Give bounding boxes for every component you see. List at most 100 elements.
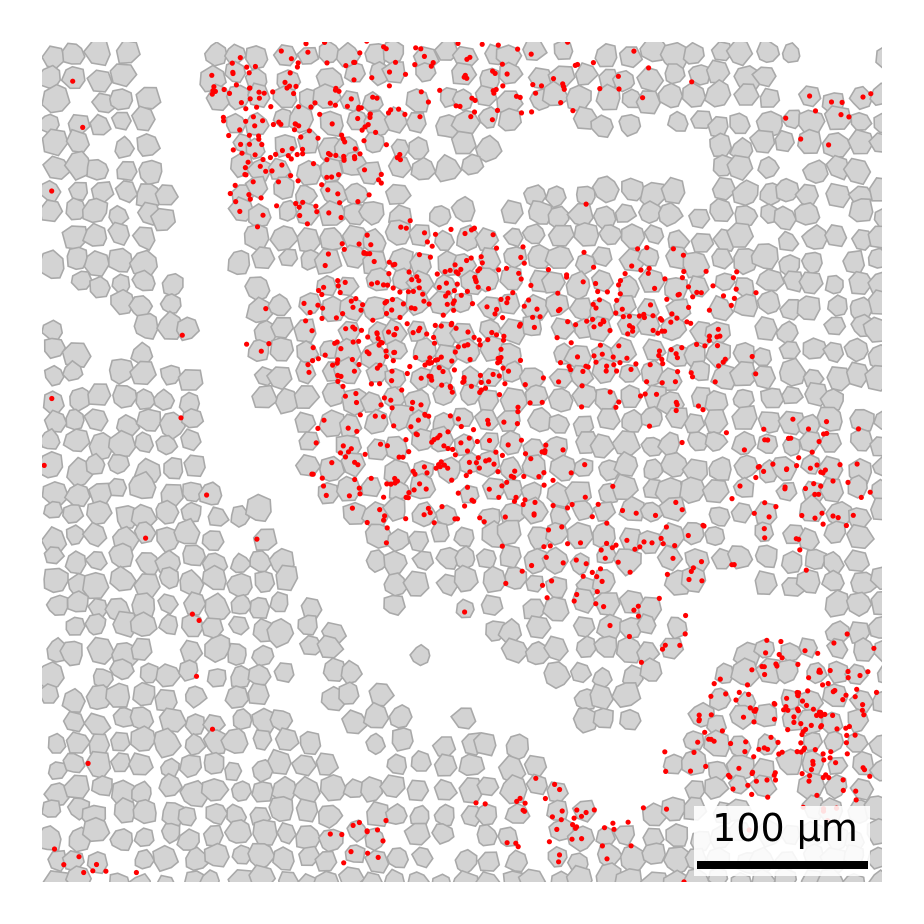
- transcript-spot: [628, 366, 634, 372]
- cell-polygon: [709, 132, 733, 158]
- cell-polygon: [383, 868, 406, 882]
- cell-polygon: [127, 752, 154, 776]
- transcript-spot: [741, 447, 748, 453]
- transcript-spot: [616, 343, 622, 349]
- transcript-spot: [405, 495, 411, 501]
- transcript-spot: [834, 726, 840, 732]
- transcript-spot: [499, 61, 505, 67]
- transcript-spot: [541, 470, 547, 476]
- transcript-spot: [403, 437, 409, 443]
- cell-polygon: [65, 524, 85, 546]
- cell-polygon: [175, 316, 201, 342]
- transcript-spot: [522, 800, 528, 806]
- transcript-spot: [333, 152, 339, 158]
- transcript-spot: [853, 788, 859, 794]
- transcript-spot: [788, 435, 794, 441]
- cell-polygon: [108, 204, 130, 227]
- transcript-spot: [493, 86, 499, 93]
- transcript-spot: [445, 445, 451, 452]
- transcript-spot: [716, 363, 722, 369]
- transcript-spot: [416, 285, 422, 291]
- cell-polygon: [642, 338, 667, 361]
- cell-polygon: [780, 550, 803, 575]
- cell-polygon: [823, 105, 852, 131]
- cell-polygon: [405, 111, 427, 134]
- cell-polygon: [244, 45, 269, 71]
- transcript-spot: [482, 385, 489, 391]
- cell-polygon: [203, 42, 228, 67]
- transcript-spot: [691, 749, 697, 756]
- transcript-spot: [518, 276, 524, 282]
- transcript-spot: [672, 543, 678, 549]
- transcript-spot: [374, 365, 380, 371]
- cell-polygon: [85, 452, 106, 476]
- cell-polygon: [853, 636, 877, 662]
- cell-polygon: [360, 476, 382, 498]
- transcript-spot: [669, 311, 675, 317]
- transcript-spot: [227, 190, 233, 197]
- transcript-spot: [663, 524, 670, 530]
- cell-polygon: [251, 781, 275, 803]
- cell-polygon: [129, 360, 158, 386]
- cell-polygon: [296, 46, 320, 65]
- cell-polygon: [155, 663, 182, 688]
- transcript-spot: [807, 465, 814, 471]
- cell-polygon: [827, 756, 849, 775]
- cell-polygon: [544, 245, 575, 270]
- transcript-spot: [133, 869, 139, 876]
- transcript-spot: [356, 104, 362, 110]
- cell-polygon: [338, 681, 360, 705]
- transcript-spot: [751, 719, 757, 725]
- transcript-spot: [438, 354, 444, 360]
- cell-polygon: [845, 361, 871, 389]
- transcript-spot: [276, 119, 282, 125]
- cell-polygon: [248, 864, 277, 882]
- transcript-spot: [632, 546, 638, 552]
- transcript-spot: [392, 480, 398, 486]
- transcript-spot: [531, 324, 538, 330]
- transcript-spot: [794, 463, 800, 469]
- cell-polygon: [63, 150, 92, 182]
- transcript-spot: [257, 163, 263, 169]
- cell-polygon: [65, 616, 86, 636]
- cell-polygon: [317, 828, 344, 853]
- transcript-spot: [498, 346, 504, 352]
- transcript-spot: [327, 100, 333, 106]
- cell-polygon: [796, 295, 821, 321]
- transcript-spot: [360, 302, 366, 308]
- cell-polygon: [732, 293, 759, 318]
- transcript-spot: [580, 368, 586, 374]
- transcript-spot: [406, 449, 412, 455]
- transcript-spot: [351, 368, 357, 374]
- transcript-spot: [468, 114, 474, 120]
- transcript-spot: [403, 516, 409, 522]
- cell-polygon: [782, 436, 801, 457]
- cell-polygon: [780, 109, 805, 130]
- cell-polygon: [86, 636, 117, 666]
- transcript-spot: [295, 178, 301, 184]
- transcript-spot: [511, 498, 518, 504]
- transcript-spot: [421, 464, 427, 470]
- transcript-spot: [189, 611, 195, 617]
- cell-polygon: [574, 62, 600, 86]
- transcript-spot: [462, 503, 468, 509]
- transcript-spot: [474, 438, 480, 445]
- transcript-spot: [702, 343, 708, 349]
- cell-polygon: [380, 61, 406, 84]
- cell-polygon: [850, 111, 873, 131]
- cell-polygon: [876, 665, 882, 684]
- transcript-spot: [452, 452, 458, 458]
- transcript-spot: [802, 648, 808, 654]
- transcript-spot: [414, 274, 420, 280]
- cell-polygon: [254, 570, 276, 594]
- transcript-spot: [854, 461, 860, 467]
- transcript-spot: [776, 651, 782, 658]
- cell-polygon: [526, 406, 555, 433]
- cell-polygon: [182, 591, 207, 616]
- cell-polygon: [159, 293, 182, 315]
- transcript-spot: [400, 301, 406, 307]
- transcript-spot: [464, 448, 471, 454]
- transcript-spot: [770, 461, 776, 467]
- cell-polygon: [680, 748, 708, 776]
- transcript-spot: [340, 311, 346, 317]
